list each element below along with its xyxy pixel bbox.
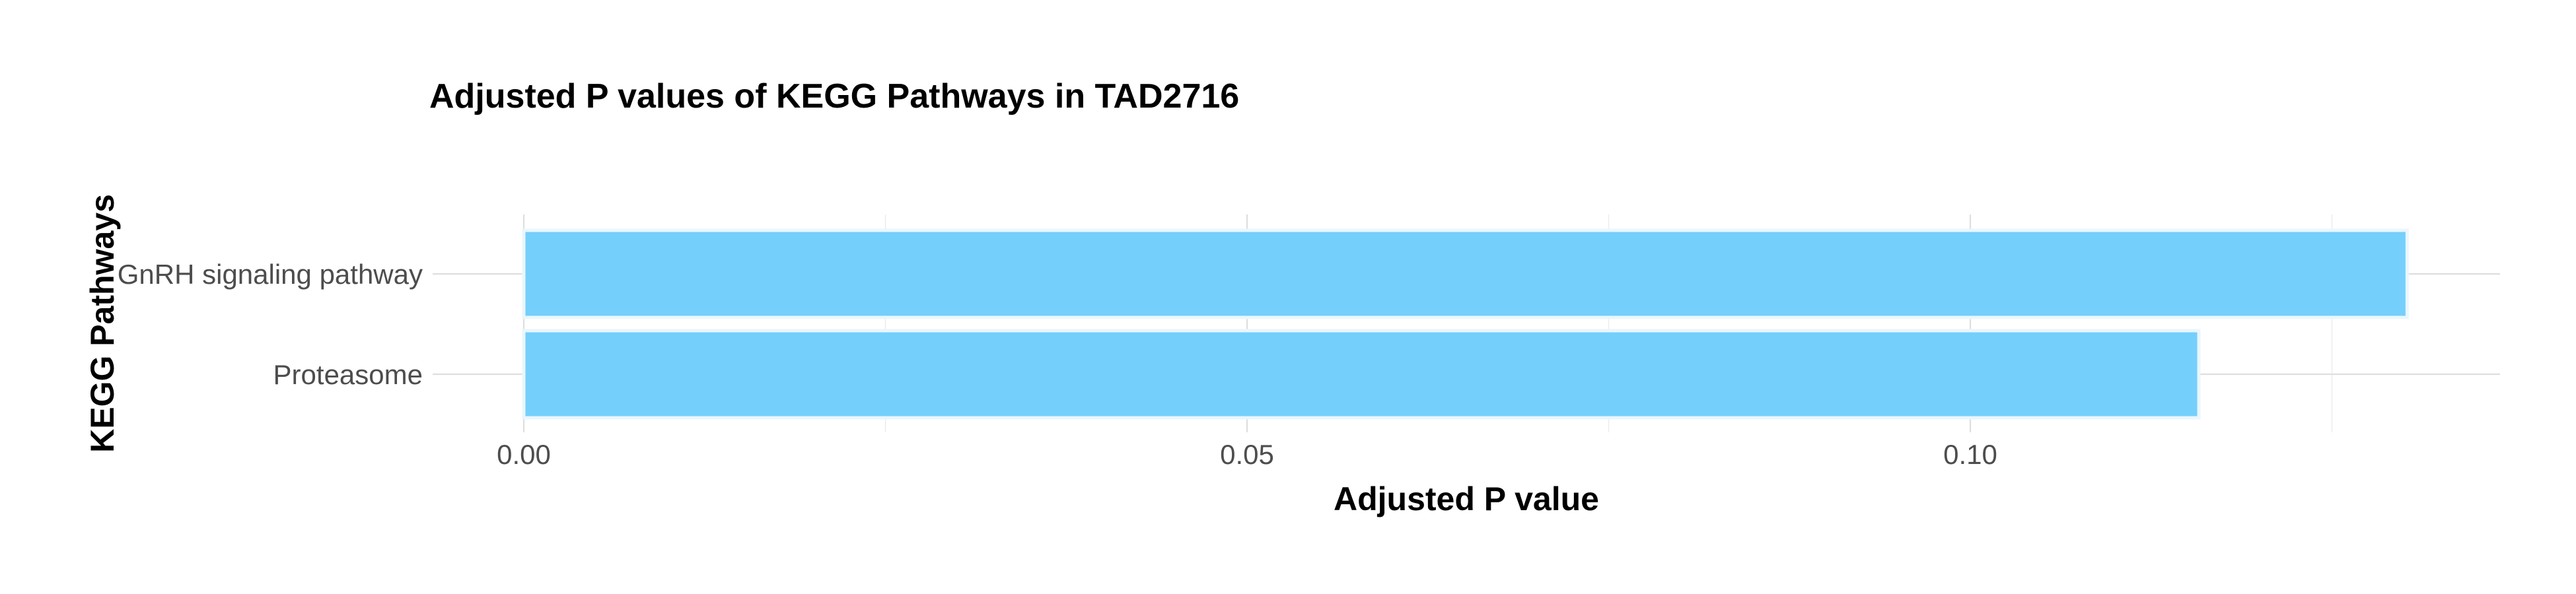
chart-title: Adjusted P values of KEGG Pathways in TA…: [429, 77, 1239, 116]
bars: [522, 228, 2409, 420]
y-tick-label: GnRH signaling pathway: [118, 259, 423, 290]
y-axis-title: KEGG Pathways: [84, 194, 121, 453]
tick-labels: GnRH signaling pathway Proteasome 0.00 0.05…: [118, 259, 1997, 470]
x-tick-label: 0.05: [1220, 439, 1274, 470]
bar: [522, 228, 2409, 319]
x-tick-label: 0.10: [1943, 439, 1997, 470]
x-tick-label: 0.00: [497, 439, 551, 470]
x-axis-title: Adjusted P value: [1334, 480, 1599, 517]
y-tick-label: Proteasome: [273, 359, 423, 390]
bar: [522, 329, 2201, 420]
